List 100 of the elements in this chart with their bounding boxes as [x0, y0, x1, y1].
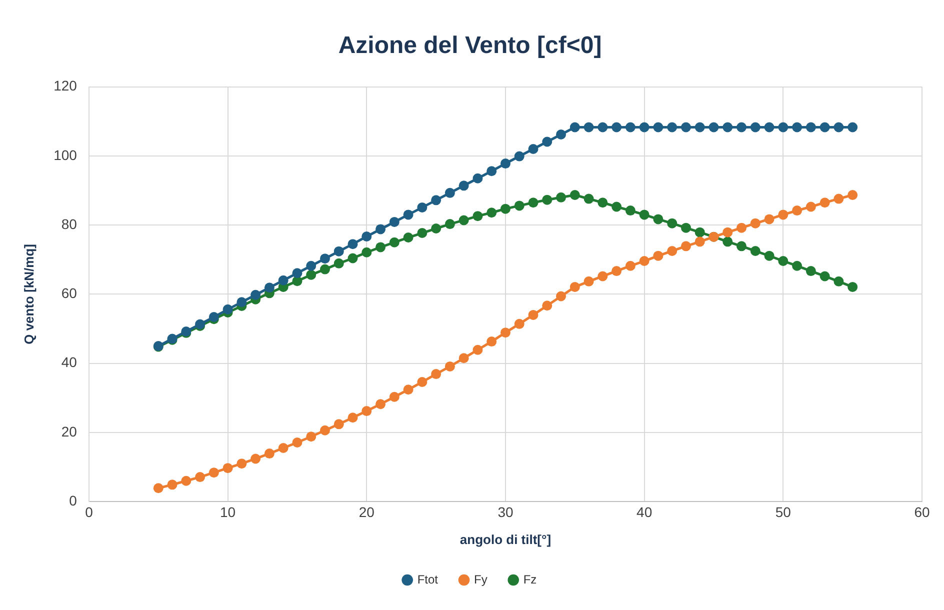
y-tick-label: 100	[54, 146, 78, 163]
point	[694, 227, 705, 238]
point	[820, 271, 830, 282]
point	[403, 384, 414, 395]
legend-label: Fy	[474, 572, 488, 586]
point	[834, 276, 844, 286]
point	[362, 231, 372, 242]
point	[598, 198, 608, 208]
y-tick-label: 20	[61, 423, 78, 440]
point	[444, 219, 455, 230]
point	[542, 300, 552, 311]
y-tick-label: 0	[69, 492, 78, 508]
point	[848, 282, 858, 292]
point	[639, 256, 650, 266]
point	[167, 480, 178, 490]
point	[431, 369, 442, 380]
legend-label: Ftot	[417, 572, 439, 586]
point	[195, 472, 206, 482]
point	[403, 232, 414, 243]
point	[625, 122, 636, 132]
point	[736, 241, 747, 252]
x-tick-label: 0	[85, 504, 94, 520]
point	[334, 258, 344, 268]
point	[806, 122, 816, 132]
point	[612, 202, 622, 212]
point	[764, 122, 774, 132]
point	[820, 198, 830, 208]
point	[153, 483, 164, 494]
point	[417, 202, 428, 212]
point	[694, 236, 705, 247]
point	[306, 270, 316, 280]
point	[764, 250, 774, 261]
point	[458, 353, 469, 364]
point	[444, 361, 455, 372]
point	[736, 122, 747, 132]
point	[334, 246, 344, 256]
y-tick-label: 40	[61, 354, 78, 370]
point	[376, 224, 386, 234]
point	[389, 392, 400, 402]
x-tick-label: 30	[498, 504, 514, 520]
point	[625, 260, 636, 271]
point	[722, 236, 733, 247]
point	[250, 290, 261, 300]
point	[848, 190, 858, 200]
point	[680, 122, 691, 132]
point	[264, 282, 274, 293]
point	[376, 399, 386, 410]
point	[417, 228, 428, 238]
point	[292, 437, 302, 448]
point	[722, 122, 733, 132]
point	[444, 188, 455, 198]
point	[778, 122, 788, 132]
y-axis-title: Q vento [kN/mq]	[21, 244, 36, 344]
point	[486, 336, 497, 347]
point	[264, 448, 274, 459]
point	[806, 202, 816, 212]
point	[320, 254, 330, 264]
point	[306, 260, 316, 271]
point	[472, 173, 483, 184]
legend-label: Fz	[523, 572, 537, 586]
point	[556, 192, 566, 202]
point	[389, 216, 400, 227]
point	[320, 264, 330, 274]
point	[222, 304, 233, 314]
chart-title: Azione del Vento [cf<0]	[338, 32, 602, 60]
point	[500, 328, 510, 338]
point	[653, 250, 664, 261]
y-tick-label: 80	[61, 216, 78, 232]
point	[848, 122, 858, 132]
point	[625, 206, 636, 216]
point	[598, 271, 608, 282]
point	[736, 222, 747, 233]
point	[514, 318, 524, 329]
point	[528, 198, 538, 208]
point	[236, 297, 247, 308]
point	[528, 144, 538, 154]
point	[458, 215, 469, 226]
point	[778, 256, 788, 266]
point	[820, 122, 830, 132]
x-axis-title: angolo di tilt[°]	[460, 532, 552, 547]
point	[792, 206, 802, 216]
point	[584, 276, 594, 286]
point	[542, 194, 552, 205]
point	[680, 241, 691, 252]
point	[348, 253, 358, 264]
point	[792, 122, 802, 132]
x-tick-label: 40	[636, 504, 652, 520]
point	[348, 239, 358, 250]
point	[528, 310, 538, 320]
point	[556, 130, 566, 140]
point	[278, 443, 288, 454]
point	[431, 224, 442, 234]
point	[362, 406, 372, 416]
point	[514, 151, 524, 162]
point	[458, 180, 469, 191]
point	[680, 222, 691, 233]
point	[222, 463, 233, 474]
point	[834, 122, 844, 132]
point	[486, 166, 497, 176]
point	[236, 458, 247, 469]
